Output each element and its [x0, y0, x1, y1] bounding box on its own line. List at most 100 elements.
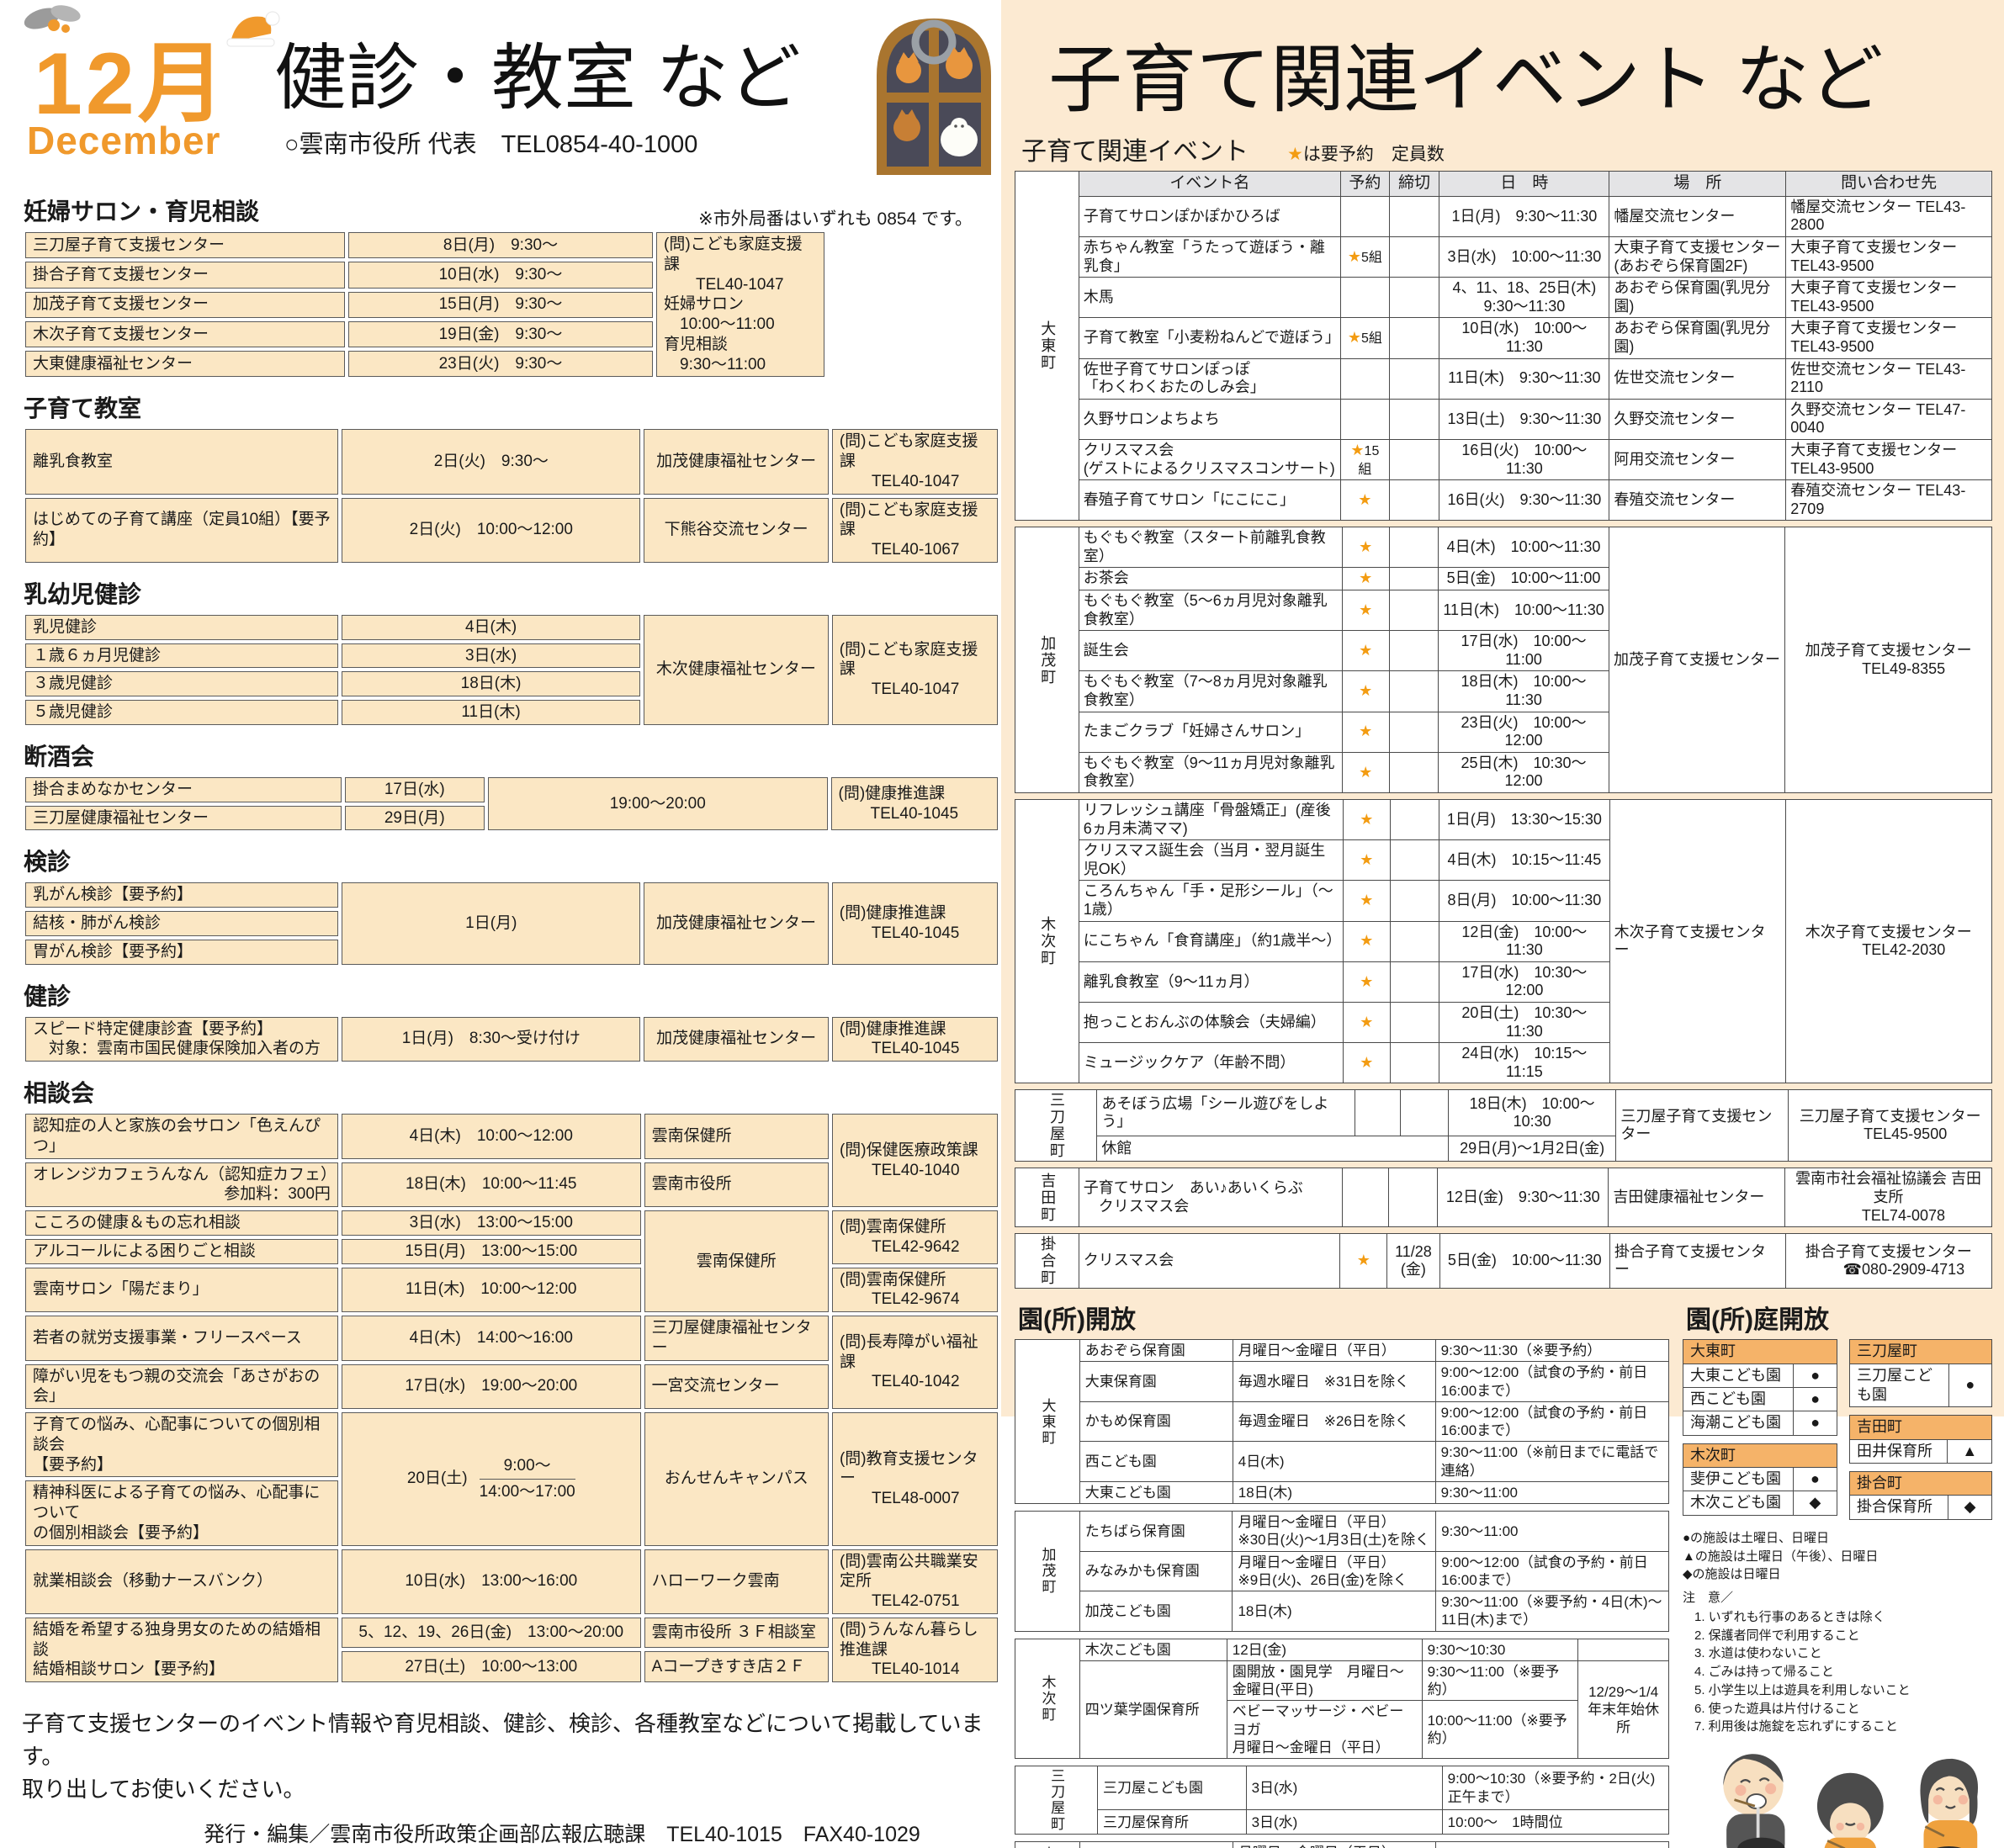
event-row: もぐもぐ教室（7～8ヵ月児対象離乳食教室） ★ 18日(木) 10:00～11:30	[1015, 670, 1992, 712]
event-name-cell: あそぼう広場「シール遊びをしよう」	[1096, 1089, 1355, 1137]
datetime-cell: 5日(金) 10:00～11:30	[1439, 1233, 1611, 1289]
open-row: 西こども園 4日(木) 9:30～11:00（※前日までに電話で連絡）	[1015, 1441, 1670, 1482]
note-item: 4. ごみは持って帰ること	[1694, 1665, 1834, 1680]
publisher-line: 発行・編集／雲南市役所政策企画部広報広聴課 TEL40-1015 FAX40-1…	[204, 1823, 920, 1846]
event-name-cell: お茶会	[1078, 567, 1343, 591]
place-cell: 三刀屋健康福祉センター	[644, 1316, 829, 1361]
section-title-infant-checkup: 乳幼児健診	[24, 580, 142, 607]
contact-cell: (問)こども家庭支援課 TEL40-1047	[831, 429, 998, 495]
open-row: 加茂こども園 18日(木) 9:30～11:00（※要予約・4日(木)～11日(木)…	[1015, 1591, 1669, 1632]
contact-cell: (問)健康推進課 TEL40-1045	[831, 1016, 998, 1062]
event-name-cell: クリスマス会	[1078, 1233, 1341, 1289]
date-cell: 3日(水) 13:00～15:00	[341, 1210, 641, 1236]
opening-table-daito: 大東町 あおぞら保育園 月曜日～金曜日（平日） 9:30～11:30（※要予約）…	[1015, 1339, 1670, 1505]
place-cell: 久野交流センター	[1609, 398, 1787, 440]
event-name-cell: 赤ちゃん教室「うたって遊ぼう・離乳食」	[1078, 236, 1342, 278]
reserve-cell: ★	[1341, 670, 1390, 712]
consult-name-cell: こころの健康＆もの忘れ相談	[25, 1210, 338, 1236]
table-row: 雲南サロン「陽だまり」 11日(木) 10:00～12:00 (問)雲南保健所 …	[25, 1267, 998, 1312]
garden-row: 海潮こども園 ●	[1682, 1411, 1837, 1436]
contact-cell: 雲南市社会福祉協議会 吉田支所 TEL74-0078	[1784, 1168, 1993, 1228]
place-cell: 雲南保健所	[644, 1210, 829, 1312]
datetime-cell: 17日(水) 10:00～11:00	[1438, 630, 1609, 672]
open-name-cell: あおぞら保育園	[1079, 1339, 1233, 1363]
checkup-name-cell: ３歳児健診	[25, 671, 339, 696]
town-label: 大東町	[1015, 170, 1079, 522]
reserve-cell: ★	[1341, 711, 1390, 753]
reserve-cell: ★	[1342, 1001, 1391, 1044]
infant-checkup-table: 乳児健診 4日(木) 木次健康福祉センター (問)こども家庭支援課 TEL40-…	[22, 612, 1001, 728]
note-item: 6. 使った遊具は片付けること	[1694, 1701, 1860, 1716]
place-cell: 吉田健康福祉センター	[1608, 1168, 1785, 1228]
section-title-kenshin-cancer: 検診	[24, 849, 72, 876]
table-row: 三刀屋健康福祉センター 29日(月)	[25, 805, 998, 831]
contact-cell: 大東子育て支援センター TEL43-9500	[1785, 236, 1992, 278]
event-row: クリスマス誕生会（当月・翌月誕生児OK） ★ 4日(木) 10:15～11:45	[1015, 839, 1992, 882]
date-cell: 23日(火) 9:30～	[348, 351, 653, 378]
garden-row: 斐伊こども園 ●	[1683, 1467, 1837, 1492]
datetime-cell: 18日(木) 10:00～11:30	[1438, 670, 1609, 712]
consultation-table: 認知症の人と家族の会サロン「色えんぴつ」 4日(木) 10:00～12:00 雲…	[22, 1110, 1001, 1686]
event-row: 吉田町 子育てサロン あい♪あいくらぶ クリスマス会 12日(金) 9:30～1…	[1015, 1168, 1993, 1228]
col-header-place: 場 所	[1609, 171, 1787, 197]
reserve-cell: ★	[1342, 1042, 1391, 1084]
consult-name-cell: 精神科医による子育ての悩み、心配事について の個別相談会【要予約】	[25, 1480, 338, 1546]
event-row: 休館 29日(月)～1月2日(金)	[1015, 1136, 1992, 1162]
open-schedule-cell: 12日(金)	[1226, 1638, 1423, 1661]
table-row: 掛合まめなかセンター 17日(水) 19:00～20:00 (問)健康推進課 T…	[25, 776, 998, 831]
checkup-name-cell: １歳６ヵ月児健診	[25, 643, 339, 669]
reserve-cell: ★15組	[1340, 438, 1390, 481]
town-label: 木次町	[1015, 1638, 1080, 1760]
garden-row: 西こども園 ●	[1682, 1386, 1837, 1412]
town-label: 掛合町	[1015, 1233, 1079, 1289]
reserve-cell: ★	[1342, 880, 1391, 922]
deadline-cell	[1388, 195, 1440, 237]
screening-name-cell: 結核・肺がん検診	[25, 911, 339, 936]
reserve-cell	[1340, 277, 1390, 319]
open-name-cell: たちばら保育園	[1079, 1511, 1233, 1552]
town-label: 吉田町	[1015, 1168, 1079, 1228]
garden-row: 大東こども園 ●	[1682, 1363, 1837, 1388]
table-row: 就業相談会（移動ナースバンク） 10日(水) 13:00～16:00 ハローワー…	[25, 1549, 998, 1614]
garden-table-mitoya: 三刀屋町 三刀屋こども園 ●	[1848, 1339, 1993, 1408]
col-header-datetime: 日 時	[1439, 171, 1610, 197]
consult-name-cell: アルコールによる困りごと相談	[25, 1238, 338, 1264]
garden-row: 木次こども園 ◆	[1683, 1491, 1837, 1516]
deadline-cell	[1388, 438, 1440, 481]
garden-notes: 注 意／ 1. いずれも行事のあるときは除く 2. 保護者同伴で利用すること 3…	[1683, 1589, 1992, 1736]
contact-cell: (問)保健医療政策課 TEL40-1040	[831, 1114, 998, 1207]
contact-cell: (問)うんなん暮らし推進課 TEL40-1014	[831, 1617, 998, 1682]
page-left: 12月 December 健診・教室 など ○雲南市役所 代表 TEL0854-…	[0, 0, 1001, 1846]
garden-mark-cell: ●	[1792, 1467, 1837, 1492]
event-row: もぐもぐ教室（9～11ヵ月児対象離乳食教室） ★ 25日(木) 10:30～12:0…	[1015, 751, 1992, 794]
events-table-mitoya: 三刀屋町 あそぼう広場「シール遊びをしよう」 18日(木) 10:00～10:3…	[1014, 1089, 1992, 1162]
consult-name-cell: 障がい児をもつ親の交流会「あさがおの会」	[25, 1363, 338, 1409]
town-label: 加茂町	[1015, 1511, 1080, 1632]
garden-name-cell: 大東こども園	[1682, 1363, 1795, 1388]
holly-icon	[24, 5, 81, 33]
event-name-cell: 誕生会	[1078, 630, 1343, 672]
garden-mark-cell: ●	[1793, 1386, 1837, 1412]
event-row: 抱っことおんぶの体験会（夫婦編） ★ 20日(土) 10:30～11:30	[1015, 1001, 1992, 1044]
contact-cell: 佐世交流センター TEL43-2110	[1785, 357, 1992, 400]
place-cell: 雲南市役所	[644, 1162, 829, 1207]
deadline-cell	[1388, 398, 1440, 440]
right-page-title: 子育て関連イベント など	[1048, 38, 1884, 121]
consult-name-cell: 認知症の人と家族の会サロン「色えんぴつ」	[25, 1114, 338, 1159]
datetime-cell: 13日(土) 9:30～11:30	[1439, 398, 1610, 440]
table-row: こころの健康＆もの忘れ相談 3日(水) 13:00～15:00 雲南保健所 (問…	[25, 1210, 998, 1312]
star-icon: ★	[1287, 145, 1303, 164]
datetime-cell: 20日(土) 10:30～11:30	[1439, 1001, 1610, 1044]
pregnant-salon-table: 三刀屋子育て支援センター 8日(月) 9:30～ (問)こども家庭支援課 TEL…	[22, 229, 828, 380]
open-time-cell: 9:00～12:00（試食の予約・前日16:00まで）	[1435, 1550, 1669, 1592]
deadline-cell	[1388, 527, 1439, 569]
place-cell: 阿用交流センター	[1609, 438, 1787, 481]
contact-cell: (問)長寿障がい福祉課 TEL40-1042	[831, 1316, 998, 1409]
datetime-cell: 1日(月) 13:30～15:30	[1439, 799, 1610, 841]
table-row: １歳６ヵ月児健診 3日(水)	[25, 643, 998, 669]
open-time-cell: 10:00～ 1時間位	[1441, 1809, 1670, 1835]
open-time-cell: 9:30～11:00	[1435, 1511, 1669, 1552]
section-title-kenshin-health: 健診	[24, 982, 72, 1009]
event-row: 赤ちゃん教室「うたって遊ぼう・離乳食」 ★5組 3日(水) 10:00～11:30 大…	[1015, 236, 1992, 278]
notes-title: 注 意／	[1683, 1591, 1734, 1606]
